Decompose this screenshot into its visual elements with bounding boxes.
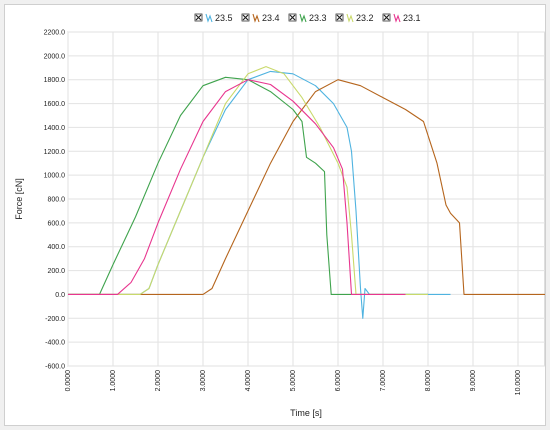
- legend-line-icon: [205, 13, 213, 23]
- legend-line-icon: [393, 13, 401, 23]
- y-tick-label: 1200.0: [44, 149, 66, 156]
- force-time-chart: -600.0 -400.0 -200.0 0.0 200.0 400.0 600.0 800.…: [14, 13, 545, 418]
- legend-toggle-cross: [336, 14, 343, 21]
- legend-item-23.1[interactable]: 23.1: [382, 13, 421, 23]
- y-tick-label: 1800.0: [44, 77, 66, 84]
- series-line-23.1: [68, 79, 406, 295]
- legend-item-23.3[interactable]: 23.3: [288, 13, 327, 23]
- x-tick-label: 3.0000: [200, 370, 207, 392]
- legend-toggle-cross: [195, 14, 202, 21]
- legend-label: 23.4: [262, 13, 280, 23]
- legend-item-23.2[interactable]: 23.2: [335, 13, 374, 23]
- y-tick-label: 200.0: [47, 268, 65, 275]
- series-line-23.4: [68, 79, 545, 295]
- x-axis-title: Time [s]: [290, 408, 322, 418]
- x-tick-label: 6.0000: [335, 370, 342, 392]
- y-tick-label: 1400.0: [44, 125, 66, 132]
- x-tick-labels: 0.0000 1.0000 2.0000 3.0000 4.0000 5.0000 6.00…: [65, 370, 522, 395]
- x-tick-label: 8.0000: [425, 370, 432, 392]
- x-tick-label: 5.0000: [290, 370, 297, 392]
- y-tick-label: -400.0: [45, 340, 65, 347]
- legend-item-23.5[interactable]: 23.5: [194, 13, 233, 23]
- y-tick-label: 1000.0: [44, 173, 66, 180]
- legend-label: 23.5: [215, 13, 233, 23]
- y-tick-label: 800.0: [47, 197, 65, 204]
- y-tick-label: 600.0: [47, 220, 65, 227]
- grid: [67, 31, 545, 367]
- x-tick-label: 7.0000: [380, 370, 387, 392]
- y-tick-labels: -600.0 -400.0 -200.0 0.0 200.0 400.0 600.0 800.…: [44, 30, 66, 371]
- legend-line-icon: [252, 13, 260, 23]
- y-tick-label: 400.0: [47, 244, 65, 251]
- legend-line-icon: [299, 13, 307, 23]
- chart-frame: -600.0 -400.0 -200.0 0.0 200.0 400.0 600.0 800.…: [4, 4, 546, 426]
- legend-toggle-cross: [242, 14, 249, 21]
- y-axis-title: Force [cN]: [14, 178, 24, 220]
- y-tick-label: 2200.0: [44, 30, 66, 37]
- x-tick-label: 1.0000: [110, 370, 117, 392]
- legend-label: 23.3: [309, 13, 327, 23]
- y-tick-label: 1600.0: [44, 101, 66, 108]
- series-layer: [68, 66, 545, 319]
- legend-label: 23.1: [403, 13, 421, 23]
- y-tick-label: 0.0: [55, 292, 65, 299]
- y-tick-label: -200.0: [45, 316, 65, 323]
- y-tick-label: 2000.0: [44, 53, 66, 60]
- x-tick-label: 4.0000: [245, 370, 252, 392]
- legend: 23.5 23.4 23.3 23.2 23.1: [194, 13, 421, 23]
- legend-toggle-cross: [289, 14, 296, 21]
- y-tick-label: -600.0: [45, 364, 65, 371]
- legend-line-icon: [346, 13, 354, 23]
- x-tick-label: 9.0000: [470, 370, 477, 392]
- legend-toggle-cross: [383, 14, 390, 21]
- x-tick-label: 10.0000: [515, 370, 522, 395]
- legend-item-23.4[interactable]: 23.4: [241, 13, 280, 23]
- x-tick-label: 2.0000: [155, 370, 162, 392]
- x-tick-label: 0.0000: [65, 370, 72, 392]
- series-line-23.3: [68, 76, 428, 295]
- legend-label: 23.2: [356, 13, 374, 23]
